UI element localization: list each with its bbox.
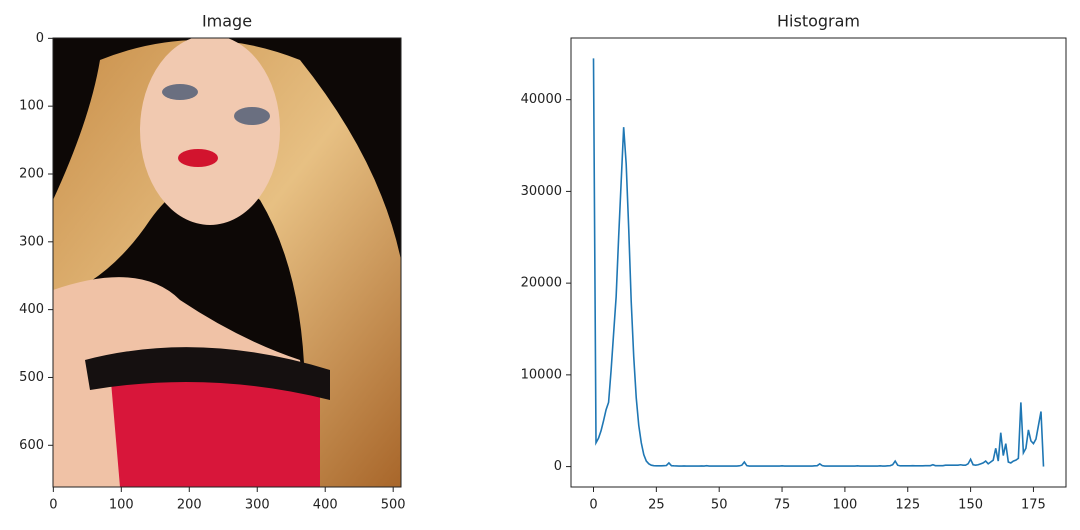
y-tick-label: 40000 [521, 92, 562, 107]
y-tick-label: 600 [19, 438, 44, 453]
x-tick-label: 500 [381, 498, 406, 513]
y-tick-label: 500 [19, 370, 44, 385]
y-tick-label: 300 [19, 234, 44, 249]
x-tick-label: 125 [895, 498, 920, 513]
y-tick-label: 10000 [521, 367, 562, 382]
x-tick-label: 400 [313, 498, 338, 513]
x-tick-label: 100 [109, 498, 134, 513]
axes-title: Histogram [777, 12, 860, 31]
y-tick-label: 20000 [521, 276, 562, 291]
photo [53, 38, 401, 487]
x-tick-label: 150 [958, 498, 983, 513]
x-tick-label: 300 [245, 498, 270, 513]
x-tick-label: 75 [774, 498, 791, 513]
axes-frame [52, 37, 402, 488]
x-tick-label: 0 [49, 498, 57, 513]
x-tick-label: 50 [711, 498, 728, 513]
y-tick-label: 0 [36, 31, 44, 46]
axes-title: Image [202, 12, 252, 31]
x-tick-label: 200 [177, 498, 202, 513]
y-tick-label: 200 [19, 166, 44, 181]
line-series [592, 58, 1045, 467]
y-tick-label: 400 [19, 302, 44, 317]
x-tick-label: 25 [648, 498, 665, 513]
x-tick-label: 100 [832, 498, 857, 513]
y-tick-label: 100 [19, 99, 44, 114]
x-tick-label: 175 [1021, 498, 1046, 513]
axes-frame [570, 37, 1067, 488]
y-tick-label: 30000 [521, 184, 562, 199]
y-tick-label: 0 [554, 459, 562, 474]
x-tick-label: 0 [589, 498, 597, 513]
